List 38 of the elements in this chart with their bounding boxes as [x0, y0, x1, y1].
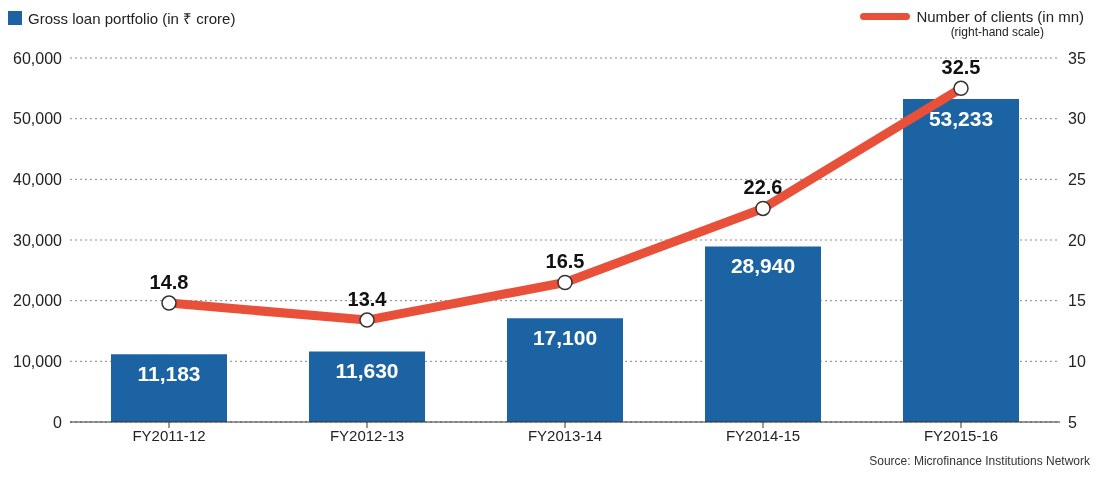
x-tick-label: FY2011-12 — [132, 426, 206, 444]
y-tick-label: 30,000 — [13, 231, 63, 249]
x-tick-label: FY2015-16 — [923, 426, 999, 444]
bar — [309, 351, 425, 422]
text: (right-hand scale) — [950, 25, 1044, 39]
y-tick-label: 60,000 — [13, 49, 63, 67]
source-note: Source: Microfinance Institutions Network — [868, 454, 1091, 468]
y-tick-label: 0 — [53, 413, 63, 431]
y-tick-label: 50,000 — [13, 110, 63, 128]
data-label: 14.8 — [149, 271, 189, 294]
y2-tick-label: 25 — [1068, 171, 1086, 189]
data-label: 17,100 — [532, 326, 598, 350]
y-tick-label: 40,000 — [13, 171, 63, 189]
legend-label: Gross loan portfolio (in ₹ crore) — [28, 9, 236, 28]
x-tick-label: FY2013-14 — [527, 426, 603, 444]
data-label: 13.4 — [347, 288, 388, 311]
x-tick-label: FY2014-15 — [725, 426, 801, 444]
data-label: 22.6 — [743, 176, 783, 199]
x-tick-label: FY2012-13 — [329, 426, 405, 444]
y2-tick-label: 30 — [1068, 110, 1086, 128]
y-tick-label: 10,000 — [13, 353, 63, 371]
bar — [705, 246, 821, 422]
data-label: 11,630 — [335, 359, 399, 383]
data-label: 16.5 — [545, 250, 585, 273]
y2-tick-label: 10 — [1068, 353, 1086, 371]
data-label: 11,183 — [137, 362, 201, 386]
y2-tick-label: 5 — [1068, 413, 1077, 431]
y2-tick-label: 15 — [1068, 292, 1086, 310]
data-label: 28,940 — [730, 254, 796, 278]
y2-tick-label: 35 — [1068, 49, 1086, 67]
data-label: 32.5 — [941, 56, 981, 79]
bar — [507, 318, 623, 422]
data-label: 53,233 — [928, 106, 994, 130]
bar — [111, 354, 227, 422]
bar — [903, 99, 1019, 422]
legend-label: Number of clients (in mn) — [916, 8, 1084, 25]
y2-tick-label: 20 — [1068, 231, 1086, 249]
y-tick-label: 20,000 — [13, 292, 63, 310]
